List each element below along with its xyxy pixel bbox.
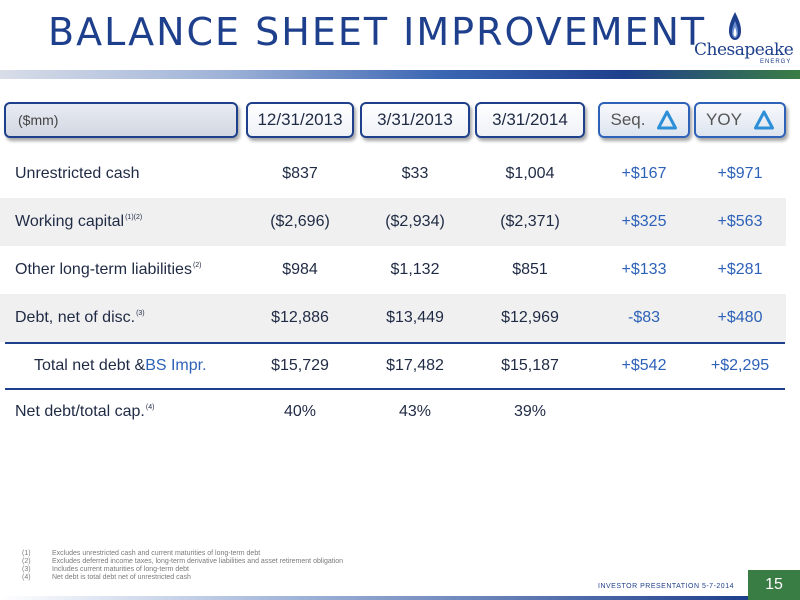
value-cell: $1,004	[505, 165, 555, 182]
footnote: (2) Excludes deferred income taxes, long-…	[22, 558, 344, 565]
footer-tag: INVESTOR PRESENTATION 5-7-2014	[598, 583, 734, 590]
footnote-ref: (3)	[136, 309, 145, 317]
footnote-ref: (1)(2)	[125, 213, 143, 221]
total-row: Total net debt & BS Impr. $15,729 $17,48…	[0, 344, 786, 388]
value-cell: 40%	[283, 403, 317, 420]
yoy-label: YOY	[706, 110, 742, 129]
table-row: Net debt/total cap. (4) 40% 43% 39%	[0, 390, 786, 434]
value-cell: $12,886	[271, 309, 329, 326]
table-row: Unrestricted cash $837 $33 $1,004 +$167 …	[0, 150, 786, 198]
table-row: Working capital (1)(2) ($2,696) ($2,934) …	[0, 198, 786, 246]
value-cell: $15,187	[501, 357, 559, 374]
footnote: (4) Net debt is total debt net of unrestr…	[22, 574, 191, 581]
page-number: 15	[748, 570, 800, 600]
value-cell: $15,729	[271, 357, 329, 374]
yoy-change-cell: +$971	[717, 165, 763, 182]
seq-change-cell: +$167	[621, 165, 667, 182]
row-label: Unrestricted cash	[15, 165, 140, 182]
row-label: Total net debt & BS Impr.	[34, 357, 207, 374]
yoy-change-cell: +$480	[717, 309, 763, 326]
seq-change-cell: +$133	[621, 261, 667, 278]
footnote-ref: (2)	[192, 261, 202, 269]
footnotes: (1) Excludes unrestricted cash and curren…	[22, 550, 343, 582]
row-label: Debt, net of disc. (3)	[15, 309, 145, 326]
row-label: Net debt/total cap. (4)	[15, 403, 155, 420]
logo-wordmark: Chesapeake	[694, 40, 794, 60]
table-row: Debt, net of disc. (3) $12,886 $13,449 $1…	[0, 294, 786, 342]
value-cell: $12,969	[501, 309, 559, 326]
seq-change-cell: +$325	[621, 213, 667, 230]
column-header-yoy-change: YOY	[694, 102, 786, 138]
slide-title: BALANCE SHEET IMPROVEMENT	[48, 10, 707, 54]
column-header-3-31-2013: 3/31/2013	[360, 102, 470, 138]
seq-change-cell: -$83	[627, 309, 661, 326]
total-row-bottom-rule	[5, 388, 785, 390]
value-cell: ($2,696)	[270, 213, 330, 230]
footnote-ref: (4)	[145, 403, 155, 411]
yoy-change-cell: +$563	[717, 213, 763, 230]
value-cell: $17,482	[386, 357, 444, 374]
seq-change-cell: +$542	[621, 357, 667, 374]
value-cell: 43%	[398, 403, 432, 420]
value-cell: 39%	[513, 403, 547, 420]
row-label: Other long-term liabilities (2)	[15, 261, 202, 278]
seq-label: Seq.	[610, 110, 646, 129]
footer-band	[0, 596, 748, 600]
yoy-change-cell: +$2,295	[710, 357, 770, 374]
table-row: Other long-term liabilities (2) $984 $1,1…	[0, 246, 786, 294]
flame-icon	[729, 12, 741, 40]
total-row-top-rule	[5, 342, 785, 344]
logo-subtitle: ENERGY	[760, 59, 792, 65]
row-label: Working capital (1)(2)	[15, 213, 143, 230]
footnote: (1) Excludes unrestricted cash and curren…	[22, 550, 261, 557]
yoy-change-cell: +$281	[717, 261, 763, 278]
column-header-seq-change: Seq.	[598, 102, 690, 138]
footnote: (3) Includes current maturities of long-t…	[22, 566, 189, 573]
column-header-3-31-2014: 3/31/2014	[475, 102, 585, 138]
value-cell: ($2,371)	[500, 213, 560, 230]
value-cell: ($2,934)	[385, 213, 445, 230]
value-cell: $1,132	[390, 261, 440, 278]
value-cell: $13,449	[386, 309, 444, 326]
value-cell: $33	[401, 165, 429, 182]
column-header-12-31-2013: 12/31/2013	[246, 102, 354, 138]
delta-icon	[753, 110, 774, 130]
value-cell: $851	[512, 261, 548, 278]
units-header: ($mm)	[4, 102, 238, 138]
header-band	[0, 70, 800, 79]
delta-icon	[657, 110, 678, 130]
company-logo: Chesapeake ENERGY	[690, 10, 794, 68]
value-cell: $837	[282, 165, 318, 182]
value-cell: $984	[282, 261, 318, 278]
